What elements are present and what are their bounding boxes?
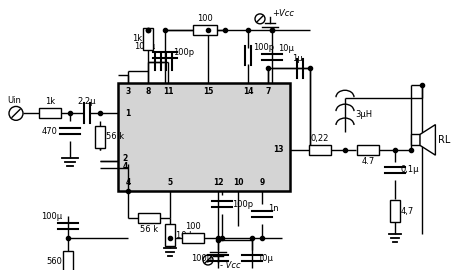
Text: 3µH: 3µH <box>354 110 371 119</box>
Text: 0,22: 0,22 <box>310 134 329 143</box>
Text: 100µ: 100µ <box>134 42 155 51</box>
Text: 100: 100 <box>185 222 201 231</box>
Circle shape <box>202 255 212 265</box>
Text: 1µ: 1µ <box>291 54 302 63</box>
Bar <box>389 200 399 222</box>
Text: - Vcc: - Vcc <box>219 261 240 270</box>
Text: 2,2µ: 2,2µ <box>78 97 96 106</box>
Text: RL: RL <box>437 135 450 145</box>
Text: 8: 8 <box>145 87 150 96</box>
Text: 9: 9 <box>259 178 264 187</box>
Bar <box>410 134 419 145</box>
Bar <box>39 109 61 118</box>
Text: 100µ: 100µ <box>41 212 62 221</box>
Text: 560: 560 <box>46 258 62 267</box>
Bar <box>138 213 160 223</box>
Text: 56 k: 56 k <box>106 132 124 141</box>
Text: 13: 13 <box>272 145 283 154</box>
Text: 4: 4 <box>125 178 130 187</box>
Text: 10: 10 <box>232 178 243 187</box>
Text: 1k: 1k <box>45 97 55 106</box>
Bar <box>182 233 203 243</box>
Bar <box>192 25 217 35</box>
Text: 11: 11 <box>162 87 173 96</box>
Text: 10µ: 10µ <box>257 254 272 262</box>
Text: 14: 14 <box>242 87 253 96</box>
Text: 1n: 1n <box>268 204 278 213</box>
Text: 10µ: 10µ <box>278 44 293 52</box>
Bar <box>143 28 153 50</box>
Text: 1: 1 <box>125 109 130 118</box>
Text: 56 k: 56 k <box>140 225 158 234</box>
Text: 4,7: 4,7 <box>400 207 413 216</box>
Text: 5: 5 <box>167 178 172 187</box>
Text: 470: 470 <box>42 127 58 136</box>
Bar <box>118 83 289 191</box>
Text: 100p: 100p <box>232 200 253 209</box>
Bar <box>308 145 330 155</box>
Text: 100p: 100p <box>253 43 273 52</box>
Text: 10 k: 10 k <box>176 231 193 240</box>
Text: +Vcc: +Vcc <box>271 9 293 18</box>
Circle shape <box>254 14 264 24</box>
Polygon shape <box>419 125 435 155</box>
Bar <box>63 251 73 272</box>
Bar <box>95 126 105 148</box>
Text: 12: 12 <box>212 178 223 187</box>
Bar <box>165 224 175 246</box>
Text: 0,1µ: 0,1µ <box>400 165 419 174</box>
Text: 100p: 100p <box>172 48 194 57</box>
Text: 100: 100 <box>197 14 212 23</box>
Text: 15: 15 <box>202 87 213 96</box>
Circle shape <box>9 106 23 120</box>
Text: Uin: Uin <box>7 97 21 106</box>
Text: 4: 4 <box>122 162 128 171</box>
Text: 7: 7 <box>265 87 270 96</box>
Text: 1k: 1k <box>131 34 142 43</box>
Text: 100µ: 100µ <box>191 254 212 262</box>
Text: 2: 2 <box>122 154 128 163</box>
Text: 3: 3 <box>125 87 130 96</box>
Bar <box>356 145 378 155</box>
Text: 4.7: 4.7 <box>360 157 374 166</box>
